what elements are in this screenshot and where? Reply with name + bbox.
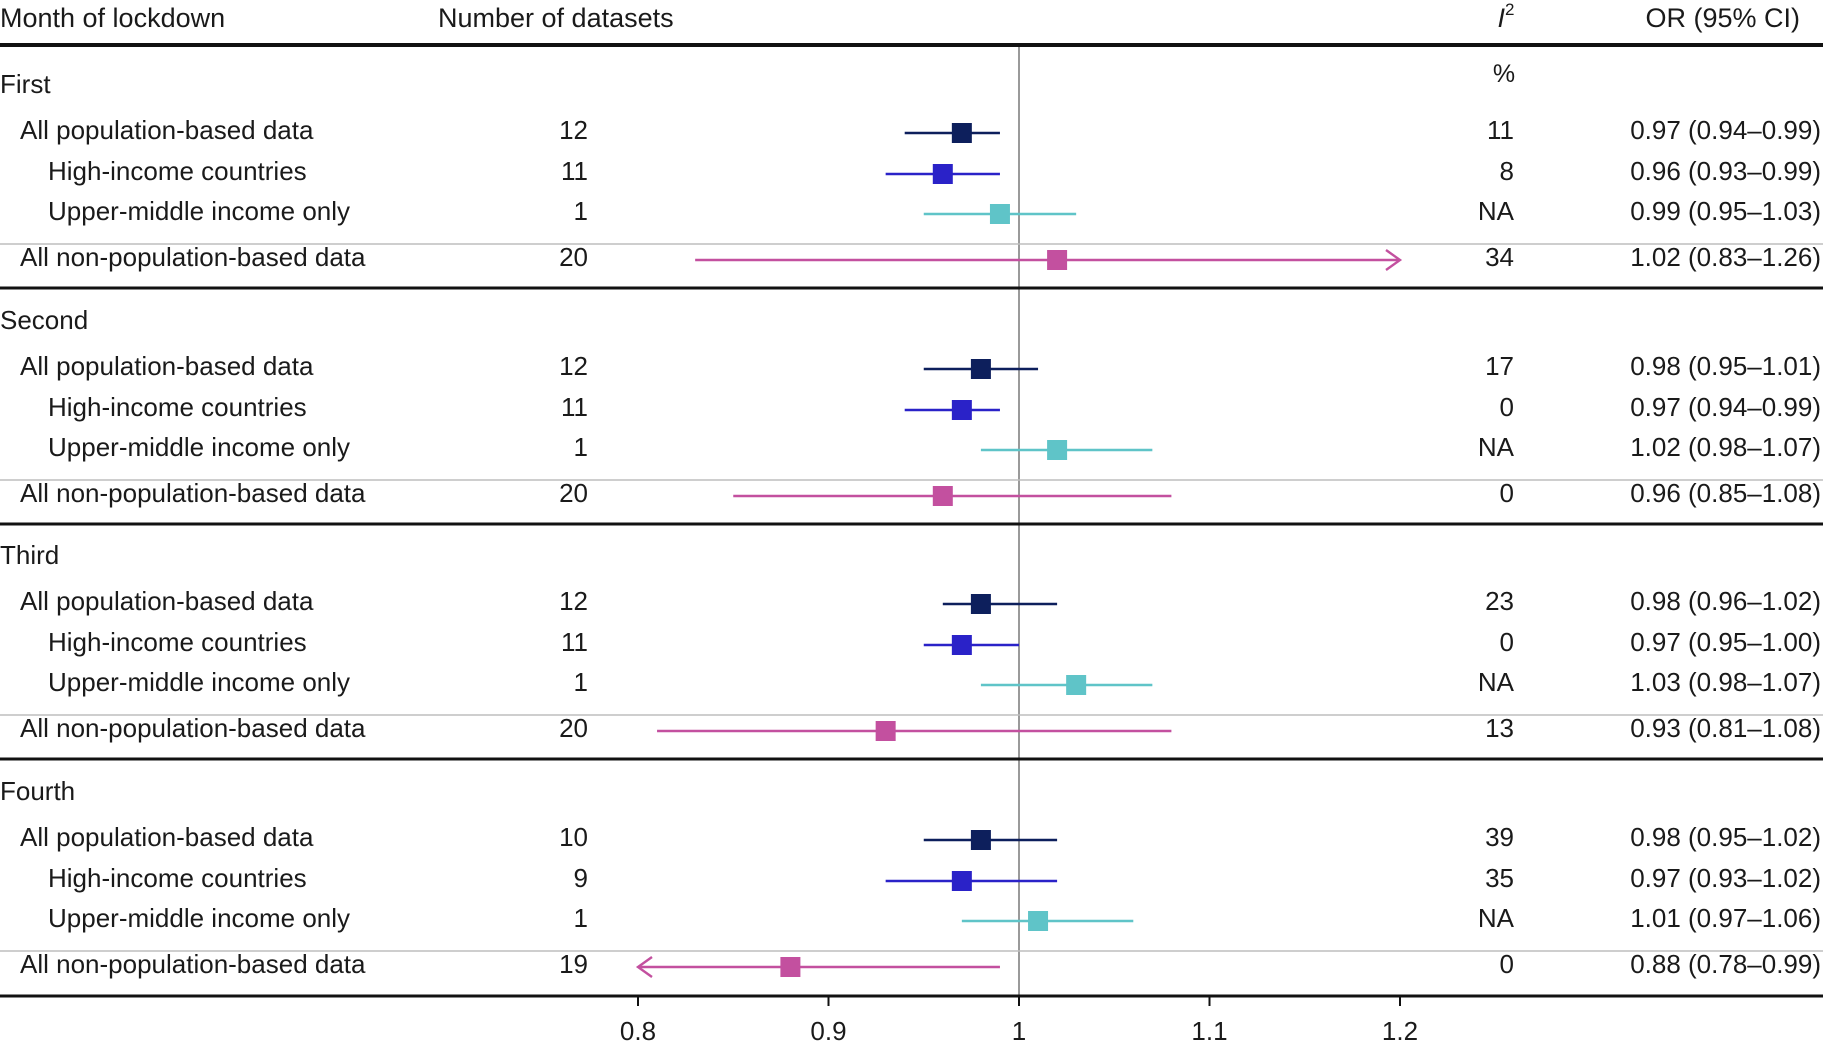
row-or-ci: 0.98 (0.95–1.01) bbox=[1630, 351, 1821, 381]
ci-arrow-left bbox=[635, 956, 653, 978]
row-dataset-count: 1 bbox=[574, 667, 588, 697]
row-label: Upper-middle income only bbox=[48, 903, 350, 933]
i2-unit-label: % bbox=[1493, 60, 1515, 88]
point-estimate bbox=[1028, 911, 1049, 931]
row-i2-value: 8 bbox=[1500, 156, 1514, 186]
row-label: Upper-middle income only bbox=[48, 196, 350, 226]
row-i2-value: 0 bbox=[1500, 478, 1514, 508]
group-title: Fourth bbox=[0, 776, 75, 806]
point-estimate bbox=[951, 400, 972, 420]
row-i2-value: 17 bbox=[1485, 351, 1514, 381]
row-dataset-count: 12 bbox=[559, 351, 588, 381]
point-estimate bbox=[1047, 440, 1068, 460]
row-i2-value: 0 bbox=[1500, 392, 1514, 422]
row-i2-value: 13 bbox=[1485, 713, 1514, 743]
point-estimate bbox=[780, 957, 801, 977]
row-label: All population-based data bbox=[20, 115, 314, 145]
point-estimate bbox=[951, 123, 972, 143]
point-estimate bbox=[951, 871, 972, 891]
row-i2-value: NA bbox=[1478, 196, 1515, 226]
point-estimate bbox=[932, 164, 953, 184]
row-dataset-count: 12 bbox=[559, 586, 588, 616]
row-or-ci: 0.97 (0.95–1.00) bbox=[1630, 627, 1821, 657]
row-or-ci: 1.02 (0.83–1.26) bbox=[1630, 242, 1821, 272]
row-i2-value: 23 bbox=[1485, 586, 1514, 616]
group-title: First bbox=[0, 69, 51, 99]
row-label: High-income countries bbox=[48, 627, 307, 657]
row-i2-value: NA bbox=[1478, 432, 1515, 462]
point-estimate bbox=[1047, 250, 1068, 270]
row-or-ci: 0.97 (0.94–0.99) bbox=[1630, 392, 1821, 422]
row-or-ci: 0.97 (0.93–1.02) bbox=[1630, 863, 1821, 893]
row-i2-value: 39 bbox=[1485, 822, 1514, 852]
point-estimate bbox=[875, 721, 896, 741]
row-i2-value: NA bbox=[1478, 667, 1515, 697]
point-estimate bbox=[989, 204, 1010, 224]
row-dataset-count: 20 bbox=[559, 478, 588, 508]
row-dataset-count: 1 bbox=[574, 903, 588, 933]
row-label: All population-based data bbox=[20, 351, 314, 381]
point-estimate bbox=[951, 635, 972, 655]
group-title: Second bbox=[0, 305, 88, 335]
row-or-ci: 0.93 (0.81–1.08) bbox=[1630, 713, 1821, 743]
row-i2-value: 34 bbox=[1485, 242, 1514, 272]
row-i2-value: 0 bbox=[1500, 949, 1514, 979]
row-or-ci: 1.01 (0.97–1.06) bbox=[1630, 903, 1821, 933]
x-tick-label: 0.9 bbox=[810, 1016, 846, 1046]
x-tick-label: 1.1 bbox=[1191, 1016, 1227, 1046]
point-estimate bbox=[932, 486, 953, 506]
header-datasets: Number of datasets bbox=[438, 3, 674, 33]
row-i2-value: 11 bbox=[1487, 115, 1514, 145]
header-i2-letter: I bbox=[1497, 3, 1505, 33]
row-dataset-count: 1 bbox=[574, 196, 588, 226]
ci-arrow-right bbox=[1385, 249, 1403, 271]
header-or: OR (95% CI) bbox=[1645, 3, 1800, 33]
point-estimate bbox=[970, 359, 991, 379]
row-or-ci: 0.99 (0.95–1.03) bbox=[1630, 196, 1821, 226]
header-i2-superscript: 2 bbox=[1505, 0, 1514, 19]
row-dataset-count: 11 bbox=[561, 392, 588, 422]
row-label: High-income countries bbox=[48, 392, 307, 422]
row-label: All population-based data bbox=[20, 586, 314, 616]
row-or-ci: 0.98 (0.95–1.02) bbox=[1630, 822, 1821, 852]
row-i2-value: 0 bbox=[1500, 627, 1514, 657]
row-dataset-count: 10 bbox=[559, 822, 588, 852]
x-tick-label: 1 bbox=[1012, 1016, 1026, 1046]
row-dataset-count: 9 bbox=[574, 863, 588, 893]
row-or-ci: 0.88 (0.78–0.99) bbox=[1630, 949, 1821, 979]
row-dataset-count: 12 bbox=[559, 115, 588, 145]
row-label: High-income countries bbox=[48, 863, 307, 893]
x-tick-label: 0.8 bbox=[620, 1016, 656, 1046]
group-title: Third bbox=[0, 540, 59, 570]
point-estimate bbox=[970, 830, 991, 850]
row-label: All non-population-based data bbox=[20, 949, 366, 979]
row-or-ci: 0.96 (0.85–1.08) bbox=[1630, 478, 1821, 508]
header-month: Month of lockdown bbox=[0, 3, 225, 33]
row-label: All non-population-based data bbox=[20, 478, 366, 508]
row-dataset-count: 20 bbox=[559, 713, 588, 743]
point-estimate bbox=[1066, 675, 1087, 695]
row-i2-value: 35 bbox=[1485, 863, 1514, 893]
row-dataset-count: 11 bbox=[561, 156, 588, 186]
row-or-ci: 1.03 (0.98–1.07) bbox=[1630, 667, 1821, 697]
row-dataset-count: 1 bbox=[574, 432, 588, 462]
row-dataset-count: 11 bbox=[561, 627, 588, 657]
row-or-ci: 0.98 (0.96–1.02) bbox=[1630, 586, 1821, 616]
row-label: Upper-middle income only bbox=[48, 667, 350, 697]
point-estimate bbox=[970, 594, 991, 614]
header-i2: I bbox=[1497, 3, 1505, 33]
x-tick-label: 1.2 bbox=[1382, 1016, 1418, 1046]
row-label: All non-population-based data bbox=[20, 242, 366, 272]
row-dataset-count: 20 bbox=[559, 242, 588, 272]
row-i2-value: NA bbox=[1478, 903, 1515, 933]
row-label: High-income countries bbox=[48, 156, 307, 186]
row-dataset-count: 19 bbox=[559, 949, 588, 979]
row-label: All population-based data bbox=[20, 822, 314, 852]
row-or-ci: 1.02 (0.98–1.07) bbox=[1630, 432, 1821, 462]
row-label: All non-population-based data bbox=[20, 713, 366, 743]
row-or-ci: 0.96 (0.93–0.99) bbox=[1630, 156, 1821, 186]
row-or-ci: 0.97 (0.94–0.99) bbox=[1630, 115, 1821, 145]
row-label: Upper-middle income only bbox=[48, 432, 350, 462]
